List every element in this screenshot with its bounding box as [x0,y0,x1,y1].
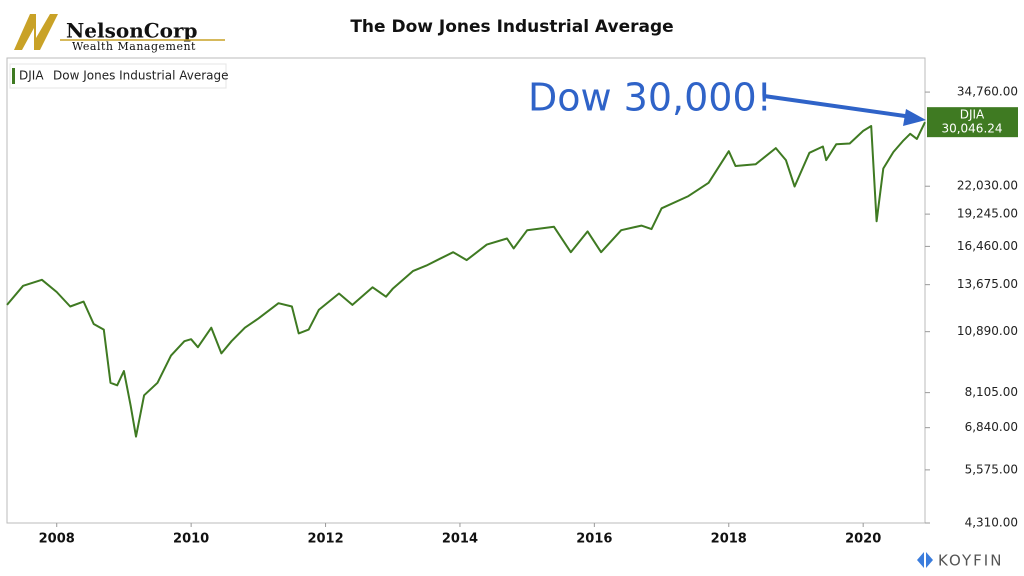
annotation-arrowhead [903,109,926,126]
series-line [6,121,926,438]
y-tick-label: 6,840.00 [965,420,1018,434]
legend-description: Dow Jones Industrial Average [53,69,229,83]
x-tick-label: 2014 [442,532,478,547]
y-tick-label: 34,760.00 [957,85,1018,99]
logo: NelsonCorp Wealth Management [14,14,225,53]
legend-swatch [12,68,15,84]
x-tick-label: 2016 [576,532,612,547]
y-tick-label: 16,460.00 [957,239,1018,253]
x-tick-label: 2018 [711,532,747,547]
source: KOYFIN [938,552,1003,570]
y-tick-label: 22,030.00 [957,179,1018,193]
last-value-box [927,107,1018,138]
chart-title: The Dow Jones Industrial Average [350,17,673,37]
x-tick-label: 2008 [39,532,75,547]
y-tick-label: 10,890.00 [957,324,1018,338]
legend: DJIA Dow Jones Industrial Average [9,63,229,89]
koyfin-logo: KOYFIN [917,552,1003,570]
x-tick-label: 2010 [173,532,209,547]
last-value-label: 30,046.24 [941,122,1002,136]
last-value-name: DJIA [960,108,985,122]
x-tick-label: 2012 [307,532,343,547]
koyfin-icon [917,552,933,568]
y-tick-label: 5,575.00 [965,462,1018,476]
brand-name: NelsonCorp [66,19,198,43]
legend-box [9,63,227,89]
annotation: Dow 30,000! [528,76,772,120]
legend-series: DJIA [19,69,44,83]
annotation-arrow [763,94,913,119]
logo-mark [14,14,58,50]
plot-frame [6,57,926,524]
y-tick-label: 13,675.00 [957,277,1018,291]
y-tick-label: 4,310.00 [965,516,1018,530]
x-tick-label: 2020 [845,532,881,547]
y-tick-label: 8,105.00 [965,385,1018,399]
brand-tagline: Wealth Management [72,40,196,53]
y-tick-label: 19,245.00 [957,207,1018,221]
